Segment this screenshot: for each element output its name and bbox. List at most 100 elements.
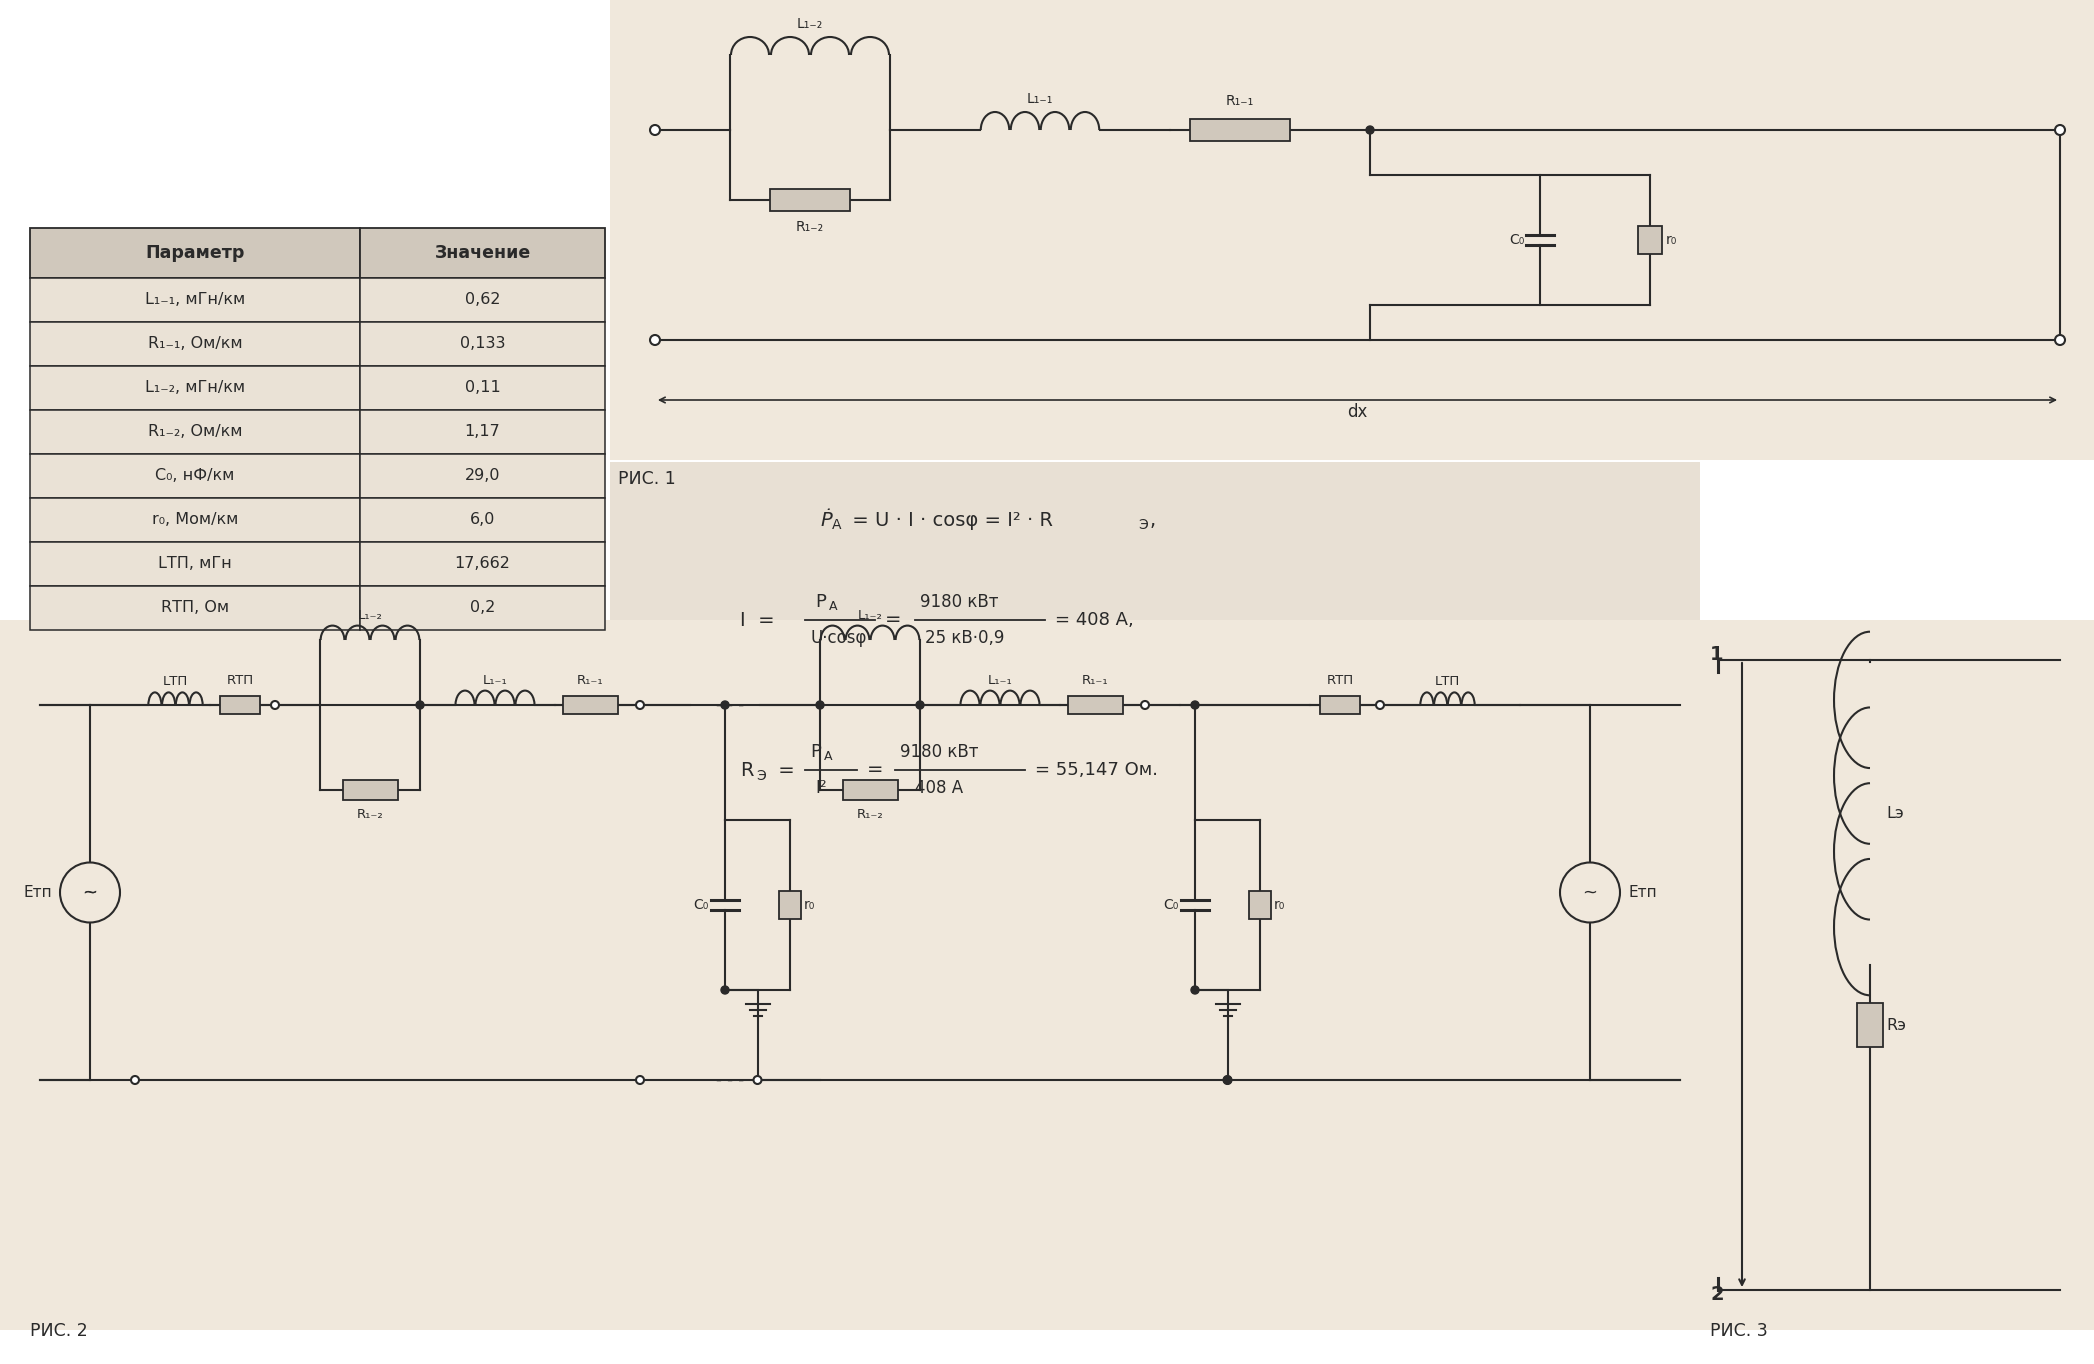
Text: 9180 кВт: 9180 кВт [919,593,999,611]
Text: r₀: r₀ [1273,898,1286,913]
Circle shape [817,701,825,709]
Bar [360,322,605,366]
Bar [29,366,360,411]
Bar [609,462,1700,892]
Bar [360,454,605,498]
Text: =: = [886,611,903,630]
Bar [1700,621,2094,1330]
Text: R₁₋₁, Ом/км: R₁₋₁, Ом/км [149,337,243,352]
Text: C₀, нФ/км: C₀, нФ/км [155,468,235,483]
Text: r₀: r₀ [804,898,815,913]
Text: RТП: RТП [226,674,253,687]
Text: L₁₋₁: L₁₋₁ [988,674,1011,687]
Text: L₁₋₁: L₁₋₁ [1026,91,1053,106]
Text: R: R [739,761,754,779]
Circle shape [915,701,923,709]
Bar [842,780,898,801]
Text: ,: , [1150,510,1156,529]
Circle shape [2054,336,2065,345]
Bar [1857,1003,1883,1048]
Text: = U · I · cosφ = I² · R: = U · I · cosφ = I² · R [846,510,1053,529]
Circle shape [417,701,423,709]
Bar [1189,119,1290,140]
Text: =: = [773,761,796,779]
Text: 2: 2 [1711,1285,1723,1304]
Bar [1248,891,1271,919]
Circle shape [1223,1076,1231,1084]
Text: C₀: C₀ [1164,898,1179,913]
Bar [29,498,360,542]
Text: L₁₋₂: L₁₋₂ [358,608,383,622]
Text: 0,133: 0,133 [461,337,505,352]
Text: P: P [810,743,821,761]
Bar [220,696,260,713]
Text: A: A [829,600,838,614]
Text: 6,0: 6,0 [469,513,494,528]
Text: 0,2: 0,2 [469,600,494,615]
Text: Э: Э [1137,518,1148,532]
Bar [360,278,605,322]
Circle shape [2054,125,2065,135]
Bar [29,454,360,498]
Text: Ṗ: Ṗ [821,510,831,529]
Bar [360,587,605,630]
Circle shape [637,701,645,709]
Text: Параметр: Параметр [144,244,245,262]
Bar [1068,696,1122,713]
Text: U·cosφ: U·cosφ [810,629,867,647]
Text: LТП: LТП [163,675,188,687]
Text: R₁₋₂: R₁₋₂ [356,807,383,821]
Text: R₁₋₁: R₁₋₁ [576,674,603,687]
Circle shape [720,986,729,994]
Circle shape [649,125,660,135]
Bar [360,542,605,587]
Text: Lэ: Lэ [1887,806,1903,821]
Bar [360,411,605,454]
Text: L₁₋₂, мГн/км: L₁₋₂, мГн/км [144,381,245,396]
Circle shape [1365,125,1374,134]
Text: РИС. 1: РИС. 1 [618,471,676,488]
Text: ~: ~ [1583,884,1598,902]
Text: I  =: I = [739,611,775,630]
Text: = 408 А,: = 408 А, [1055,611,1133,629]
Circle shape [1223,1076,1231,1084]
Text: R₁₋₁: R₁₋₁ [1225,94,1254,108]
Text: I²: I² [815,779,827,797]
Text: A: A [825,750,833,764]
Text: - - -: - - - [716,1071,743,1088]
Circle shape [1191,986,1200,994]
Circle shape [132,1076,138,1084]
Circle shape [1141,701,1150,709]
Bar [360,498,605,542]
Circle shape [754,1076,762,1084]
Bar [360,366,605,411]
Text: 1,17: 1,17 [465,424,500,439]
Text: RТП: RТП [1326,674,1353,687]
Circle shape [270,701,279,709]
Bar [609,0,2094,460]
Circle shape [1376,701,1384,709]
Text: 25 кВ·0,9: 25 кВ·0,9 [926,629,1005,647]
Bar [29,322,360,366]
Text: Значение: Значение [433,244,530,262]
Text: Eтп: Eтп [1627,885,1656,900]
Text: R₁₋₂, Ом/км: R₁₋₂, Ом/км [149,424,243,439]
Text: = 55,147 Ом.: = 55,147 Ом. [1034,761,1158,779]
Text: LТП, мГн: LТП, мГн [159,557,232,572]
Circle shape [637,1076,645,1084]
Bar [29,411,360,454]
Text: r₀, Мом/км: r₀, Мом/км [151,513,239,528]
Text: ~: ~ [82,884,98,902]
Text: =: = [867,761,884,779]
Text: P: P [815,593,825,611]
Circle shape [1191,701,1200,709]
Text: РИС. 2: РИС. 2 [29,1322,88,1339]
Bar [29,542,360,587]
Bar [29,228,360,278]
Bar [1319,696,1359,713]
Text: 29,0: 29,0 [465,468,500,483]
Text: R₁₋₁: R₁₋₁ [1083,674,1108,687]
Circle shape [720,701,729,709]
Text: 0,11: 0,11 [465,381,500,396]
Text: РИС. 3: РИС. 3 [1711,1322,1767,1339]
